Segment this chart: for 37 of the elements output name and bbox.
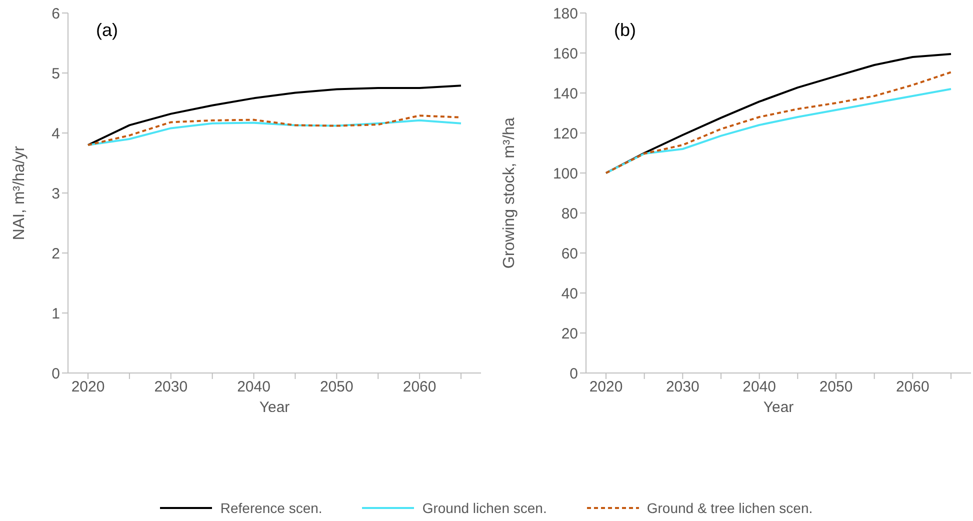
x-tick-label: 2060 [896,378,930,396]
x-tick-label: 2030 [154,378,188,396]
y-tick-label: 5 [52,65,60,82]
y-tick-label: 140 [552,85,578,102]
x-tick-label: 2060 [402,378,436,396]
chart-title: (b) [614,20,636,40]
y-tick-label: 180 [552,5,578,22]
y-axis-title: NAI, m³/ha/yr [11,145,28,240]
x-tick-label: 2030 [666,378,700,396]
y-tick-label: 60 [561,245,578,262]
y-tick-label: 40 [561,285,578,302]
x-tick-label: 2040 [237,378,270,396]
legend-label: Ground lichen scen. [422,500,547,516]
y-tick-label: 0 [570,365,578,382]
y-tick-label: 1 [52,305,60,322]
legend-label: Ground & tree lichen scen. [646,500,813,516]
line-series [87,84,462,146]
y-tick-label: 0 [52,365,60,382]
x-tick-label: 2040 [742,378,776,396]
y-tick-label: 3 [52,185,60,202]
x-tick-label: 2050 [819,378,853,396]
y-axis-title: Growing stock, m³/ha [501,117,518,269]
x-tick-label: 2020 [71,378,105,396]
y-tick-label: 4 [52,125,60,142]
x-tick-label: 2050 [320,378,354,396]
y-tick-label: 6 [52,5,60,22]
y-tick-label: 20 [561,325,578,342]
y-tick-label: 120 [552,125,578,142]
x-axis-title: Year [763,399,794,416]
chart-title: (a) [96,20,118,40]
y-tick-label: 160 [552,45,578,62]
y-tick-label: 80 [561,205,578,222]
legend-label: Reference scen. [220,500,322,516]
y-tick-label: 2 [52,245,60,262]
y-tick-label: 100 [552,165,578,182]
x-tick-label: 2020 [589,378,623,396]
x-axis-title: Year [259,399,290,416]
